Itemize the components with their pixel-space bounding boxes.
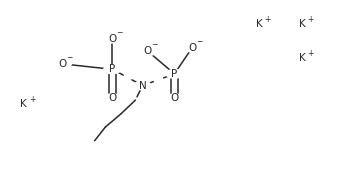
- Text: O: O: [188, 43, 196, 53]
- Text: O: O: [108, 93, 116, 103]
- Circle shape: [166, 70, 183, 78]
- Text: O: O: [59, 59, 67, 69]
- Text: K: K: [299, 54, 305, 64]
- Text: −: −: [116, 28, 122, 37]
- Text: P: P: [171, 69, 178, 79]
- Text: −: −: [151, 40, 158, 50]
- Text: +: +: [29, 95, 35, 104]
- Circle shape: [134, 81, 151, 90]
- Text: +: +: [307, 50, 313, 58]
- Text: O: O: [144, 46, 152, 56]
- Text: −: −: [196, 37, 202, 46]
- Circle shape: [184, 43, 201, 52]
- Circle shape: [166, 94, 183, 103]
- Text: +: +: [265, 15, 271, 24]
- Text: K: K: [20, 99, 27, 109]
- Text: K: K: [256, 19, 263, 29]
- Circle shape: [104, 34, 121, 43]
- Text: +: +: [307, 15, 313, 24]
- Circle shape: [54, 60, 71, 68]
- Text: −: −: [66, 53, 73, 62]
- Text: O: O: [108, 34, 116, 44]
- Text: N: N: [139, 81, 146, 91]
- Text: P: P: [109, 64, 115, 74]
- Circle shape: [104, 94, 121, 103]
- Text: O: O: [170, 93, 179, 103]
- Text: K: K: [299, 19, 305, 29]
- Circle shape: [139, 47, 156, 56]
- Circle shape: [104, 65, 121, 74]
